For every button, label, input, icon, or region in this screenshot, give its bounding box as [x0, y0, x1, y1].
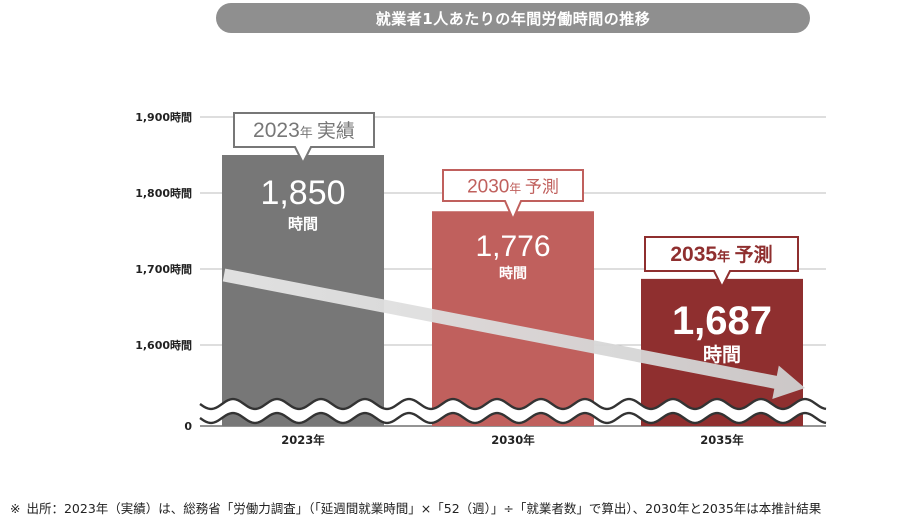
data-label-unit: 時間: [288, 215, 318, 233]
callout-year-suffix: 年: [509, 182, 525, 196]
data-label-value: 1,687: [672, 299, 772, 343]
callout-box: [442, 169, 584, 222]
callout-kind: 実績: [317, 120, 355, 142]
callout-kind: 予測: [525, 178, 559, 198]
callout-year: 2035: [670, 243, 717, 266]
y-tick-labels: 1,900時間 1,800時間 1,700時間 1,600時間 0: [135, 110, 192, 433]
y-tick-label: 1,600時間: [135, 338, 192, 352]
callout-box: [644, 236, 799, 290]
data-label-value: 1,776: [475, 230, 550, 263]
callout-kind: 予測: [735, 243, 773, 266]
chart-plot: 1,900時間 1,800時間 1,700時間 1,600時間 0 1,850 時間 1,7…: [135, 110, 827, 447]
trend-arrow: [222, 268, 806, 399]
y-tick-label: 1,700時間: [135, 262, 192, 276]
data-label-unit: 時間: [703, 344, 741, 366]
callout-year-suffix: 年: [717, 249, 735, 265]
callout-year: 2030: [467, 177, 509, 198]
trend-arrow-shape: [222, 268, 806, 399]
x-tick-label: 2023年: [281, 433, 325, 447]
footnote-mark: ※: [10, 501, 21, 516]
footnote: ※ 出所：2023年（実績）は、総務省「労働力調査」（「延週間就業時間」×「52（…: [10, 498, 821, 517]
y-tick-label: 1,800時間: [135, 186, 192, 200]
callout-year: 2023: [253, 119, 300, 142]
chart-title: 就業者1人あたりの年間労働時間の推移: [216, 3, 810, 33]
callout-text: 2023年 実績: [253, 119, 355, 142]
y-tick-label: 1,900時間: [135, 110, 192, 124]
data-label-unit: 時間: [499, 265, 527, 282]
callout-box: [233, 112, 375, 166]
data-label-value: 1,850: [260, 174, 345, 212]
axis-break: [199, 397, 827, 425]
footnote-text: 出所：2023年（実績）は、総務省「労働力調査」（「延週間就業時間」×「52（週…: [26, 501, 822, 516]
axis-break-wave: [199, 397, 827, 411]
x-tick-labels: 2023年 2030年 2035年: [281, 433, 744, 447]
x-tick-label: 2030年: [491, 433, 535, 447]
callout-text: 2030年 予測: [467, 177, 559, 198]
x-tick-label: 2035年: [700, 433, 744, 447]
callout-year-suffix: 年: [300, 126, 317, 141]
callout-text: 2035年 予測: [670, 243, 772, 266]
y-tick-label: 0: [184, 420, 192, 433]
axis-break-band: [200, 399, 826, 423]
axis-break-wave: [199, 411, 827, 425]
